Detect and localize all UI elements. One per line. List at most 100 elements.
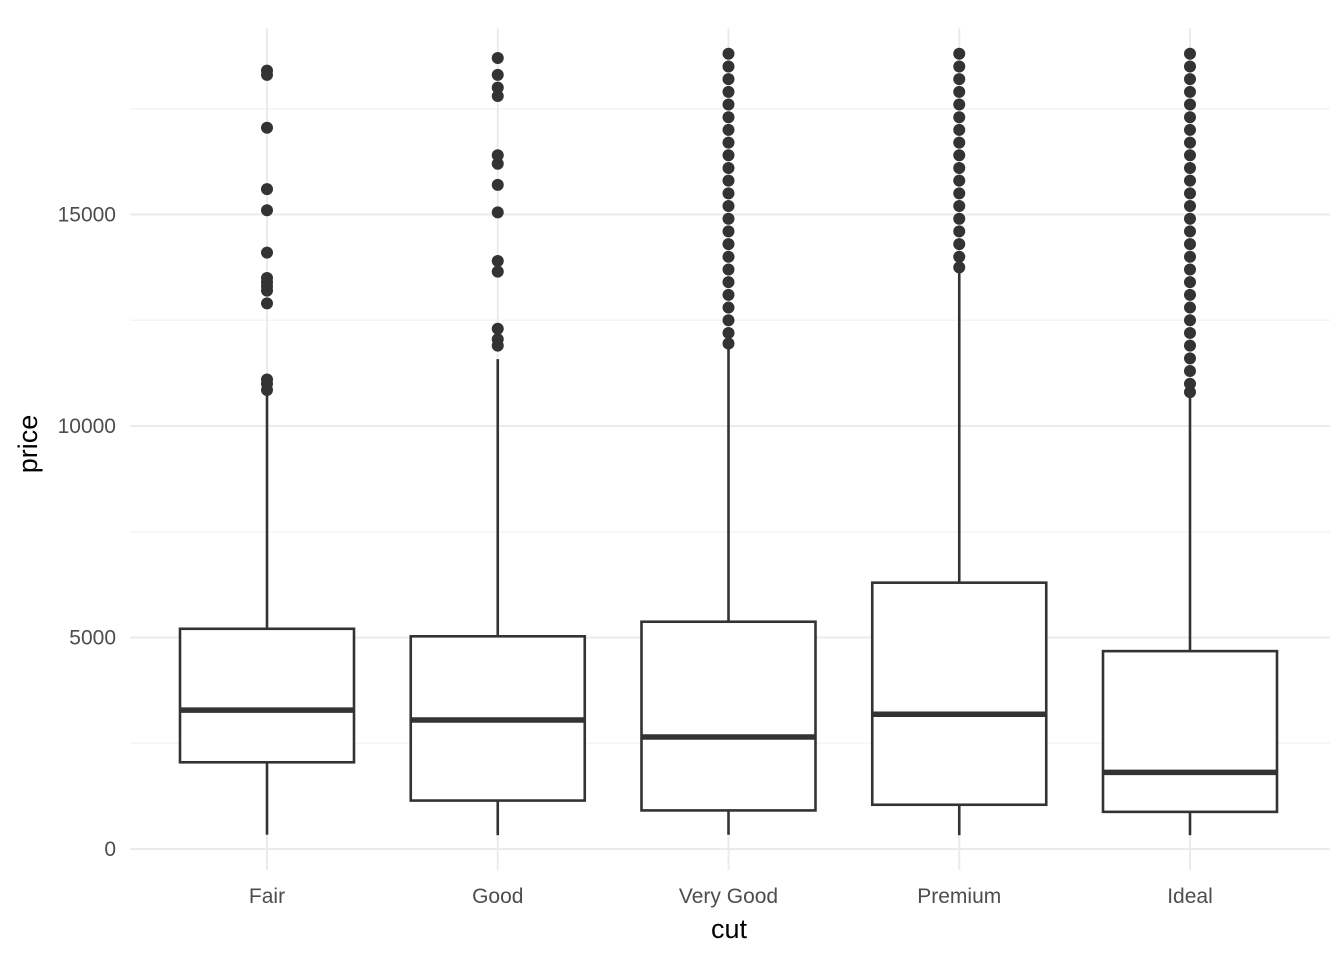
- outlier-point: [722, 301, 735, 314]
- outlier-point: [491, 149, 504, 162]
- outlier-point: [953, 225, 966, 238]
- outlier-point: [491, 333, 504, 346]
- outlier-point: [953, 200, 966, 213]
- outlier-point: [491, 51, 504, 64]
- outlier-point: [261, 246, 273, 259]
- outlier-point: [261, 297, 273, 310]
- boxes-layer: [178, 47, 1279, 836]
- outlier-point: [1184, 365, 1196, 378]
- outlier-point: [1184, 352, 1196, 365]
- outlier-point: [1184, 339, 1196, 352]
- outlier-point: [1184, 85, 1196, 98]
- box-group: [640, 47, 817, 835]
- outlier-point: [722, 149, 735, 162]
- y-tick-label: 10000: [58, 415, 116, 438]
- outlier-point: [261, 64, 273, 77]
- box-group: [1101, 47, 1279, 836]
- outlier-point: [261, 373, 273, 386]
- outlier-point: [1184, 301, 1196, 314]
- outlier-point: [1184, 326, 1196, 339]
- outlier-point: [953, 212, 966, 225]
- outlier-point: [722, 85, 735, 98]
- outlier-point: [1184, 225, 1196, 238]
- outlier-point: [1184, 123, 1196, 136]
- outlier-point: [261, 121, 273, 134]
- outlier-point: [722, 111, 735, 124]
- outlier-point: [1184, 288, 1196, 301]
- box-group: [409, 51, 587, 836]
- outlier-point: [722, 98, 735, 111]
- outlier-point: [953, 111, 966, 124]
- outlier-point: [722, 174, 735, 187]
- outlier-point: [953, 149, 966, 162]
- outlier-point: [1184, 212, 1196, 225]
- outlier-point: [953, 47, 966, 60]
- iqr-box: [178, 627, 356, 764]
- outlier-point: [722, 212, 735, 225]
- outlier-point: [491, 90, 504, 103]
- iqr-box: [640, 620, 817, 812]
- outlier-point: [1184, 60, 1196, 73]
- outlier-point: [722, 276, 735, 289]
- outlier-point: [1184, 386, 1196, 399]
- outlier-point: [722, 238, 735, 251]
- y-tick-labels: 0 5000 10000 15000: [58, 204, 116, 862]
- outlier-point: [1184, 377, 1196, 390]
- outlier-point: [953, 187, 966, 200]
- outlier-point: [1184, 263, 1196, 276]
- outlier-point: [953, 98, 966, 111]
- iqr-box: [1101, 649, 1279, 814]
- y-tick-label: 5000: [69, 627, 116, 650]
- outlier-point: [261, 204, 273, 217]
- x-tick-label: Premium: [917, 885, 1001, 908]
- x-tick-label: Very Good: [679, 885, 778, 908]
- outlier-point: [1184, 98, 1196, 111]
- outlier-point: [1184, 174, 1196, 187]
- outlier-point: [491, 68, 504, 81]
- outlier-point: [491, 206, 504, 219]
- outlier-point: [953, 238, 966, 251]
- x-tick-labels: Fair Good Very Good Premium Ideal: [249, 885, 1213, 908]
- outlier-point: [491, 255, 504, 268]
- outlier-point: [722, 187, 735, 200]
- outlier-point: [491, 265, 504, 278]
- outlier-point: [491, 322, 504, 335]
- outlier-point: [1184, 73, 1196, 86]
- iqr-box: [870, 581, 1048, 807]
- outlier-point: [722, 136, 735, 149]
- outlier-point: [722, 288, 735, 301]
- outlier-point: [1184, 238, 1196, 251]
- outlier-point: [722, 73, 735, 86]
- outlier-point: [722, 337, 735, 350]
- outlier-point: [1184, 314, 1196, 327]
- outlier-point: [953, 174, 966, 187]
- outlier-point: [722, 123, 735, 136]
- outlier-point: [722, 225, 735, 238]
- outlier-point: [722, 60, 735, 73]
- outlier-point: [953, 60, 966, 73]
- outlier-point: [491, 178, 504, 191]
- outlier-point: [1184, 187, 1196, 200]
- outlier-point: [1184, 47, 1196, 60]
- x-tick-label: Fair: [249, 885, 285, 908]
- outlier-point: [953, 73, 966, 86]
- box-group: [870, 47, 1048, 836]
- outlier-point: [1184, 276, 1196, 289]
- outlier-point: [953, 161, 966, 174]
- box-group: [178, 64, 356, 835]
- outlier-point: [953, 250, 966, 263]
- outlier-point: [1184, 149, 1196, 162]
- outlier-point: [722, 250, 735, 263]
- outlier-point: [722, 326, 735, 339]
- outlier-point: [722, 161, 735, 174]
- outlier-point: [722, 200, 735, 213]
- outlier-point: [491, 81, 504, 94]
- outlier-point: [953, 123, 966, 136]
- outlier-point: [261, 183, 273, 196]
- outlier-point: [1184, 136, 1196, 149]
- outlier-point: [722, 314, 735, 327]
- outlier-point: [1184, 200, 1196, 213]
- outlier-point: [722, 263, 735, 276]
- outlier-point: [261, 271, 273, 284]
